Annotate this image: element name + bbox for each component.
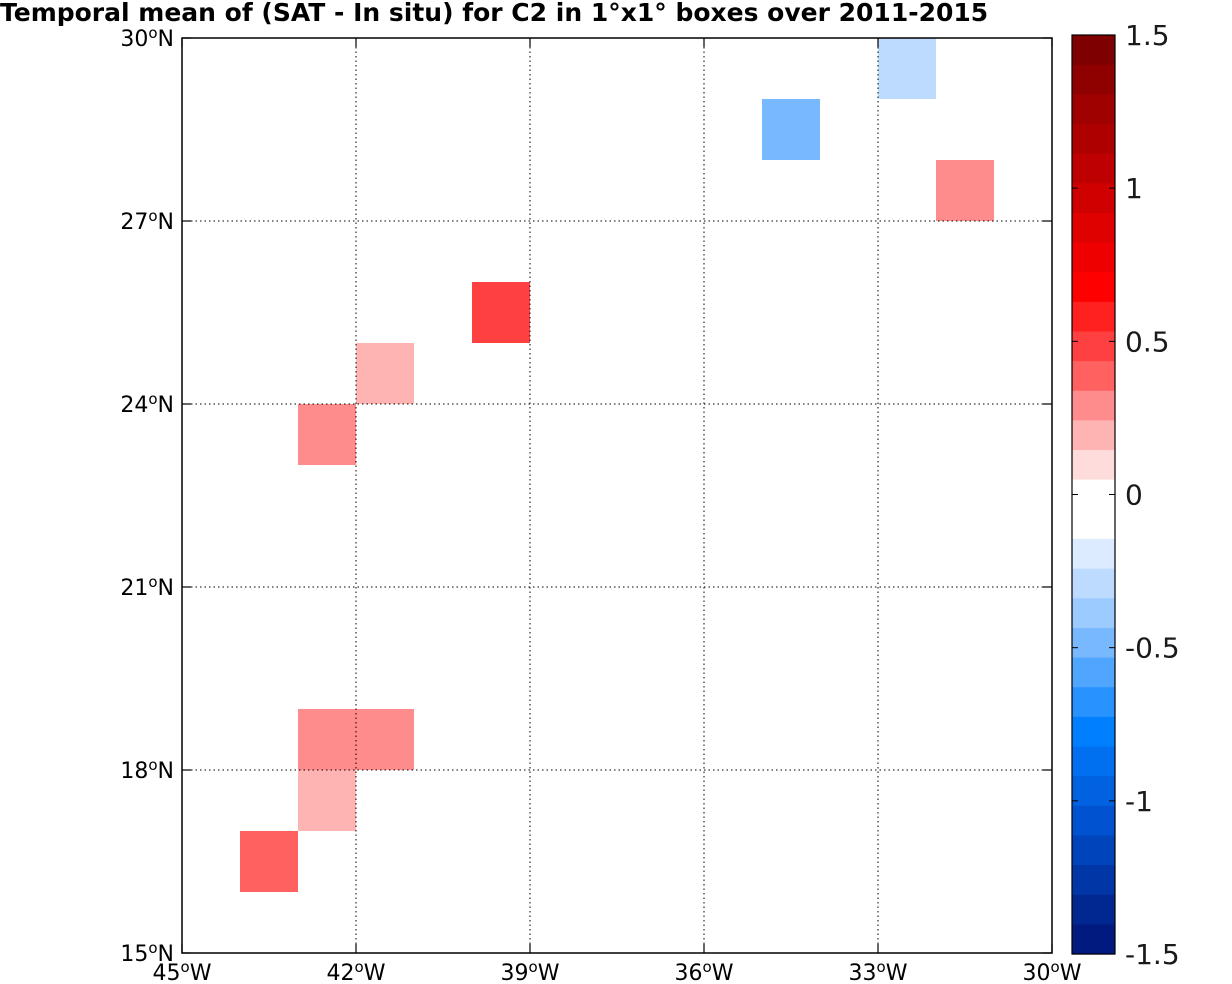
colorbar-tick-label: 1.5 [1125, 19, 1170, 52]
colorbar-segment [1072, 153, 1115, 184]
colorbar-segment [1072, 509, 1115, 540]
colorbar-segment [1072, 568, 1115, 599]
data-cell [356, 343, 414, 404]
colorbar-segment [1072, 183, 1115, 214]
colorbar-segment [1072, 627, 1115, 659]
colorbar-segment [1072, 598, 1115, 629]
colorbar-segment [1072, 479, 1115, 510]
colorbar-segment [1072, 687, 1115, 718]
y-tick-label: 30oN [120, 24, 174, 52]
data-cell [240, 831, 298, 892]
data-cell [936, 160, 994, 221]
colorbar-tick-labels: 1.5 1 0.5 0 -0.5 -1 -1.5 [1125, 19, 1180, 971]
colorbar-segment [1072, 212, 1115, 244]
data-cell [878, 38, 936, 99]
colorbar-segment [1072, 657, 1115, 688]
colorbar-segment [1072, 450, 1115, 481]
data-cell [472, 282, 530, 343]
data-cell [356, 709, 414, 770]
x-tick-label: 45oW [153, 958, 212, 984]
x-tick-label: 33oW [849, 958, 908, 984]
data-cell [588, 404, 646, 465]
colorbar-segment [1072, 924, 1115, 955]
y-tick-label: 15oN [120, 939, 174, 967]
colorbar-segment [1072, 746, 1115, 777]
colorbar-segment [1072, 272, 1115, 303]
colorbar-segment [1072, 94, 1115, 125]
x-tick-label: 42oW [327, 958, 386, 984]
colorbar-tick-label: 1 [1125, 172, 1143, 205]
colorbar-segment [1072, 805, 1115, 837]
x-tick-label: 36oW [675, 958, 734, 984]
data-cells [240, 38, 994, 892]
colorbar-segment [1072, 538, 1115, 570]
data-cell [820, 99, 878, 160]
colorbar-tick-label: -1.5 [1125, 938, 1180, 971]
data-cell [530, 465, 588, 526]
colorbar-segment [1072, 35, 1115, 66]
colorbar-segment [1072, 835, 1115, 866]
colorbar [1071, 34, 1116, 955]
colorbar-segment [1072, 390, 1115, 421]
chart-title: Temporal mean of (SAT - In situ) for C2 … [0, 0, 989, 27]
data-cell [762, 99, 820, 160]
colorbar-segment [1072, 716, 1115, 748]
data-cell [762, 160, 820, 221]
data-cell [298, 709, 356, 770]
colorbar-tick-label: 0.5 [1125, 325, 1170, 358]
colorbar-tick-label: -0.5 [1125, 632, 1180, 665]
axis-ticks [181, 37, 1053, 954]
colorbar-segment [1072, 865, 1115, 896]
y-tick-label: 18oN [120, 756, 174, 784]
colorbar-segment [1072, 420, 1115, 451]
colorbar-segment [1072, 301, 1115, 333]
colorbar-segment [1072, 894, 1115, 925]
colorbar-segment [1072, 64, 1115, 95]
x-tick-label: 39oW [501, 958, 560, 984]
colorbar-segment [1072, 123, 1115, 155]
y-tick-label: 24oN [120, 390, 174, 418]
data-cell [298, 770, 356, 831]
colorbar-tick-label: -1 [1125, 785, 1153, 818]
colorbar-segment [1072, 331, 1115, 362]
colorbar-segment [1072, 361, 1115, 392]
x-axis-tick-labels: 45oW 42oW 39oW 36oW 33oW 30oW [153, 958, 1082, 984]
data-cell [298, 404, 356, 465]
y-tick-label: 27oN [120, 207, 174, 235]
gridlines [182, 38, 1052, 953]
y-axis-tick-labels: 15oN 18oN 21oN 24oN 27oN 30oN [120, 24, 174, 967]
plot-frame [181, 37, 1053, 954]
colorbar-segment [1072, 242, 1115, 273]
colorbar-segment [1072, 776, 1115, 807]
y-tick-label: 21oN [120, 573, 174, 601]
x-tick-label: 30oW [1023, 958, 1082, 984]
colorbar-tick-label: 0 [1125, 479, 1143, 512]
